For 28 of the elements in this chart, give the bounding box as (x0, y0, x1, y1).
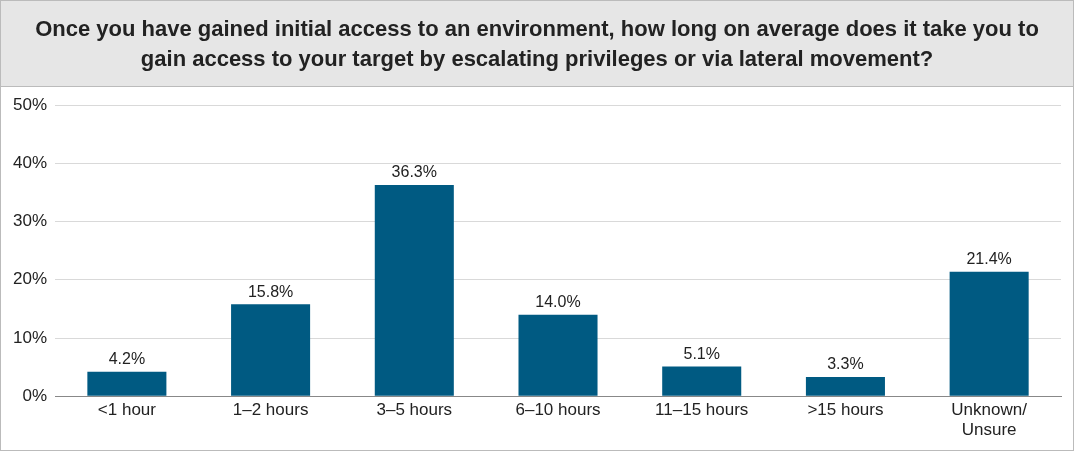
x-tick-label: 1–2 hours (232, 400, 309, 420)
bar (949, 271, 1029, 396)
y-tick-label: 30% (12, 211, 48, 231)
x-tick-label: <1 hour (97, 400, 157, 420)
data-label: 4.2% (108, 350, 146, 368)
x-tick-label: 11–15 hours (655, 400, 749, 420)
y-tick-label: 0% (22, 385, 48, 405)
data-label: 21.4% (966, 250, 1012, 268)
data-label: 15.8% (247, 282, 294, 300)
bar (518, 314, 598, 396)
data-label: 3.3% (827, 355, 864, 373)
bar (374, 184, 454, 396)
y-tick-label: 40% (12, 153, 48, 173)
bar (805, 376, 885, 396)
y-tick-label: 20% (12, 269, 48, 289)
bar (87, 371, 167, 396)
x-tick-label: Unknown/ Unsure (951, 400, 1028, 440)
chart-title: Once you have gained initial access to an environment, how long on average does it take you to gain access to your target by escalating privileges or via lateral movement? (34, 14, 1040, 73)
bar (231, 304, 311, 396)
x-tick-label: >15 hours (807, 400, 884, 420)
x-tick-label: 6–10 hours (515, 400, 601, 420)
y-tick-label: 50% (12, 94, 48, 114)
bar (662, 366, 742, 396)
data-label: 14.0% (535, 293, 581, 311)
x-tick-label: 3–5 hours (376, 400, 453, 420)
data-label: 36.3% (391, 163, 437, 181)
y-tick-label: 10% (12, 327, 48, 347)
data-label: 5.1% (683, 344, 720, 362)
